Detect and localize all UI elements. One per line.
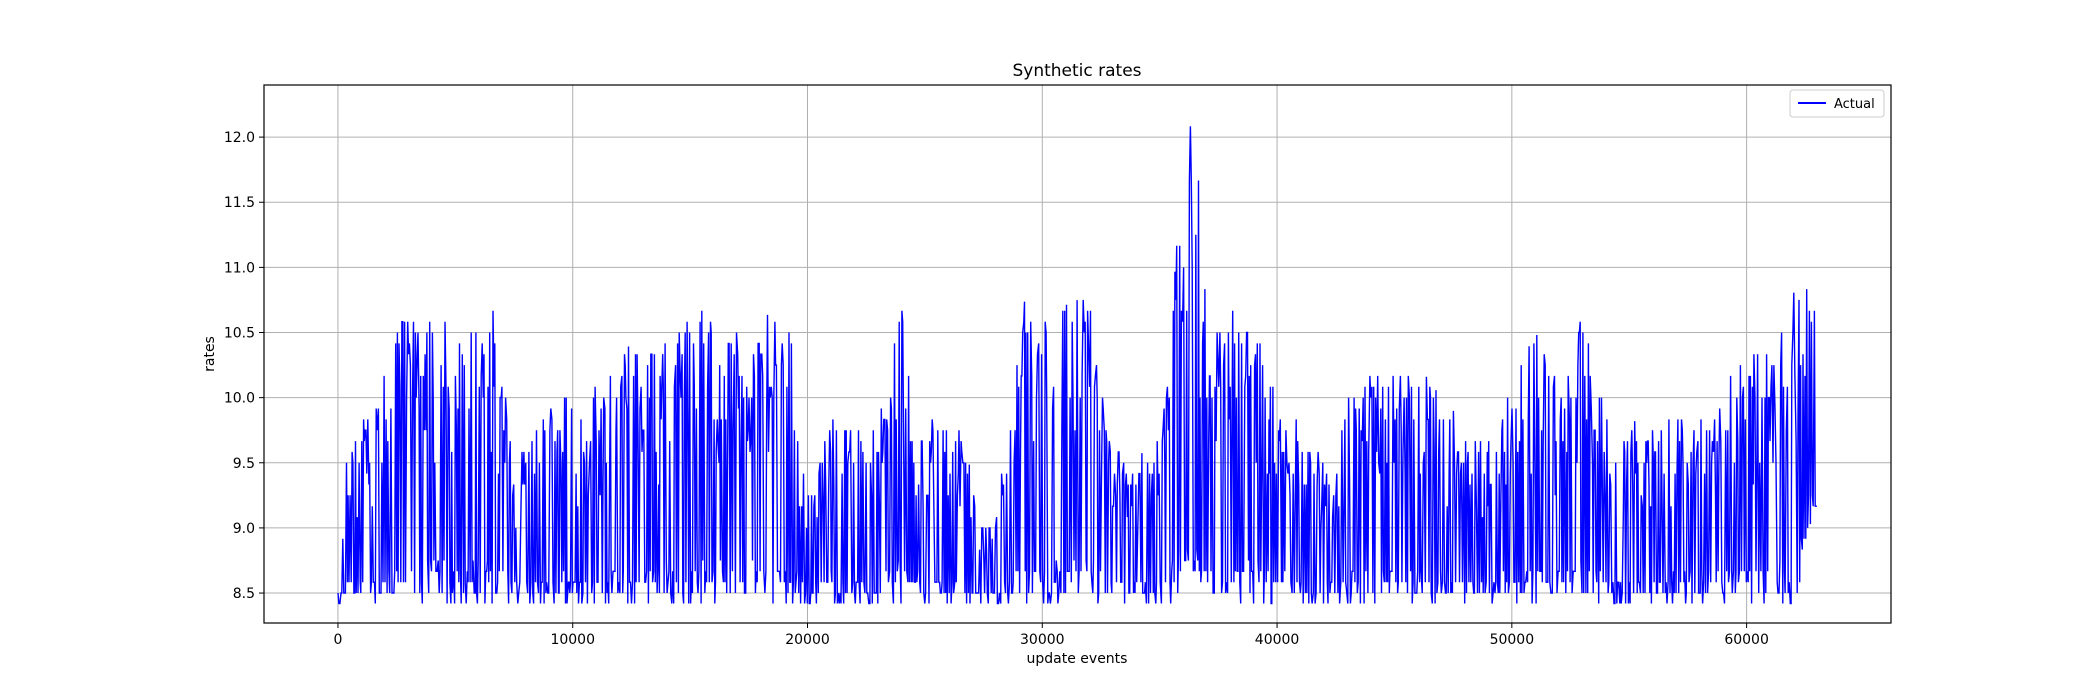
plot-frame (263, 84, 1892, 624)
series-line-actual (337, 126, 1817, 605)
y-tick-label: 11.0 (224, 260, 255, 276)
y-tick-label: 9.0 (233, 521, 255, 537)
x-tick-label: 10000 (550, 632, 595, 648)
x-axis-label: update events (1027, 651, 1128, 667)
x-tick-label: 50000 (1490, 632, 1535, 648)
legend-label-actual: Actual (1834, 97, 1875, 112)
x-tick-label: 30000 (1020, 632, 1065, 648)
chart-title: Synthetic rates (1012, 61, 1141, 81)
x-tick-label: 60000 (1724, 632, 1769, 648)
y-tick-label: 10.5 (224, 326, 255, 342)
y-tick-label: 10.0 (224, 391, 255, 407)
plot-area (337, 126, 1817, 605)
x-tick-label: 40000 (1255, 632, 1300, 648)
series-actual (337, 126, 1817, 605)
legend: Actual (1789, 89, 1885, 118)
y-tick-label: 11.5 (224, 195, 255, 211)
y-tick-label: 12.0 (224, 130, 255, 146)
legend-box (1789, 89, 1885, 118)
y-tick-label: 9.5 (233, 456, 255, 472)
y-tick-label: 8.5 (233, 586, 255, 602)
x-tick-label: 0 (333, 632, 342, 648)
x-tick-label: 20000 (785, 632, 830, 648)
y-axis: 8.5 9.0 9.5 10.0 10.5 11.0 11.5 12.0 (224, 130, 264, 602)
x-axis: 0 10000 20000 30000 40000 50000 60000 (333, 623, 1769, 648)
y-axis-label: rates (202, 336, 218, 372)
